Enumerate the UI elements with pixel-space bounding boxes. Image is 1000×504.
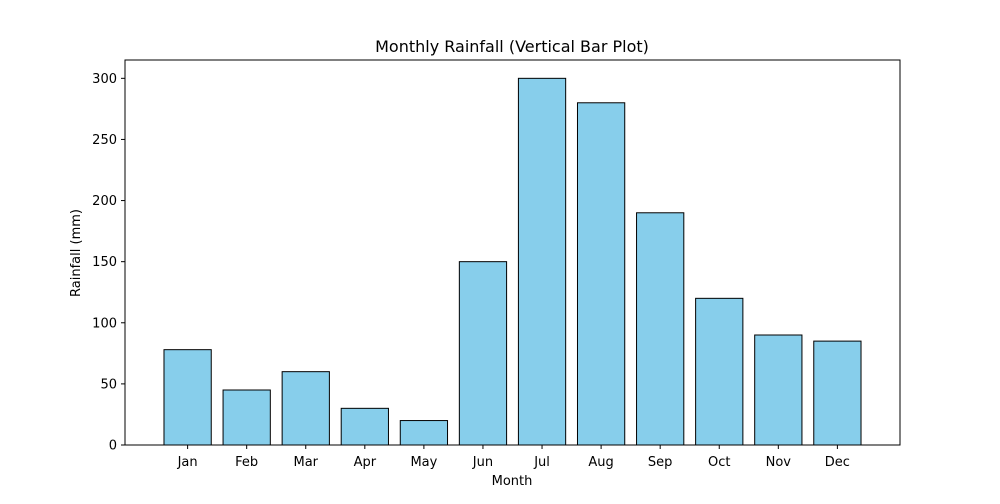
bar-may (399, 420, 449, 446)
y-axis-label: Rainfall (mm) (69, 209, 84, 297)
bar-nov (754, 334, 803, 446)
x-tick-label: Jun (472, 455, 493, 470)
x-tick-label: Jan (177, 455, 198, 470)
x-tick-label: Oct (708, 455, 730, 470)
y-tick-label: 50 (100, 377, 117, 392)
bar-jan (163, 349, 212, 446)
x-tick-label: Mar (293, 455, 318, 470)
x-tick-label: Feb (235, 455, 258, 470)
y-tick-label: 300 (92, 72, 117, 87)
bar-oct (695, 297, 744, 446)
x-tick-label: Jul (533, 455, 550, 470)
x-tick-label: Nov (766, 455, 792, 470)
y-tick-label: 200 (92, 194, 117, 209)
x-tick-label: May (410, 455, 437, 470)
x-tick-label: Aug (588, 455, 613, 470)
bar-apr (340, 407, 389, 446)
y-tick-label: 250 (92, 133, 117, 148)
bars-group (163, 77, 862, 446)
axes-group (124, 59, 901, 446)
bar-mar (281, 371, 330, 446)
plot-frame (124, 59, 901, 446)
x-tick-label: Apr (354, 455, 377, 470)
bar-dec (813, 340, 862, 446)
x-axis-label: Month (492, 474, 533, 489)
bar-jul (517, 77, 567, 446)
x-tick-label: Dec (825, 455, 850, 470)
bar-feb (222, 389, 271, 446)
y-tick-label: 150 (92, 255, 117, 270)
y-tick-label: 0 (109, 439, 117, 454)
bar-jun (458, 261, 508, 446)
bar-aug (576, 102, 626, 446)
y-axis-ticks: 0 50 100 150 200 250 300 (92, 72, 125, 454)
chart-title: Monthly Rainfall (Vertical Bar Plot) (375, 37, 649, 56)
bar-sep (636, 212, 685, 446)
y-tick-label: 100 (92, 316, 117, 331)
x-axis-ticks: Jan Feb Mar Apr May Jun Jul Aug Sep Oct Nov Dec (177, 445, 850, 470)
x-tick-label: Sep (648, 455, 673, 470)
